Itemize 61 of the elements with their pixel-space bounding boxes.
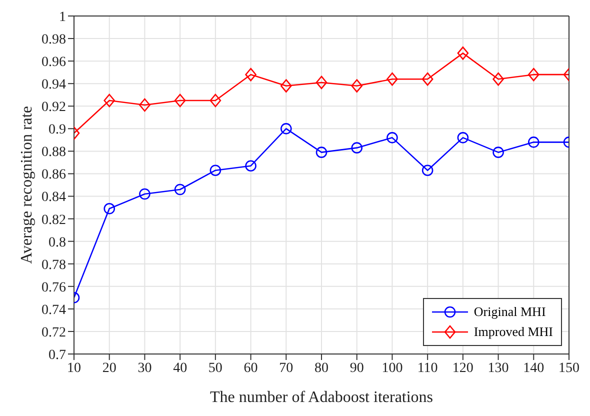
point	[492, 72, 504, 86]
point	[139, 188, 150, 200]
y-tick-label: 0.72	[42, 325, 66, 340]
x-tick-label: 130	[488, 360, 509, 376]
point	[422, 72, 434, 86]
y-tick-label: 0.88	[42, 145, 66, 160]
y-tick-label: 0.82	[42, 212, 66, 228]
y-tick-label: 0.94	[42, 78, 66, 93]
point	[104, 203, 116, 214]
point	[351, 142, 363, 154]
x-tick-label: 90	[350, 360, 364, 376]
x-tick-label: 70	[279, 360, 294, 376]
y-tick-label: 0.76	[42, 280, 66, 296]
point	[245, 68, 256, 82]
point	[351, 79, 363, 93]
point	[210, 94, 222, 108]
point	[528, 68, 540, 82]
point	[386, 132, 398, 144]
x-tick-label: 120	[452, 360, 474, 376]
y-tick-label: 0.7	[48, 348, 66, 363]
x-tick-label: 10	[67, 360, 81, 376]
point	[245, 160, 256, 172]
y-tick-label: 0.86	[42, 168, 66, 183]
x-tick-label: 150	[558, 360, 580, 376]
x-tick-label: 110	[417, 360, 438, 376]
point	[457, 46, 469, 60]
point	[457, 132, 469, 144]
x-axis-title: The number of Adaboost iterations	[210, 389, 434, 406]
point	[492, 146, 504, 158]
x-tick-label: 50	[208, 360, 222, 376]
y-tick-label: 0.96	[42, 55, 66, 70]
x-tick-label: 140	[523, 360, 544, 376]
y-tick-label: 1	[59, 10, 66, 25]
y-tick-label: 0.74	[42, 302, 66, 318]
point	[316, 76, 328, 90]
y-tick-label: 0.8	[48, 235, 66, 250]
point	[139, 98, 150, 112]
point	[316, 146, 328, 158]
y-tick-label: 0.9	[48, 122, 66, 138]
point	[210, 164, 222, 176]
y-tick-label: 0.98	[42, 32, 66, 48]
x-tick-label: 100	[382, 360, 403, 376]
point	[528, 136, 540, 148]
legend-label: Improved MHI	[474, 324, 553, 340]
x-tick-label: 20	[102, 360, 116, 376]
point	[174, 94, 186, 108]
point	[104, 94, 116, 108]
y-tick-label: 0.84	[42, 190, 66, 206]
x-tick-label: 30	[138, 360, 152, 376]
point	[174, 184, 186, 196]
point	[422, 164, 434, 176]
y-tick-label: 0.78	[42, 258, 66, 273]
x-tick-label: 40	[173, 360, 188, 376]
point	[386, 72, 398, 86]
y-tick-label: 0.92	[42, 100, 66, 116]
point	[280, 123, 292, 134]
point	[280, 79, 292, 93]
legend-label: Original MHI	[474, 304, 546, 320]
x-tick-label: 80	[314, 360, 328, 376]
x-tick-label: 60	[244, 360, 258, 376]
y-axis-title: Average recognition rate	[18, 106, 36, 264]
